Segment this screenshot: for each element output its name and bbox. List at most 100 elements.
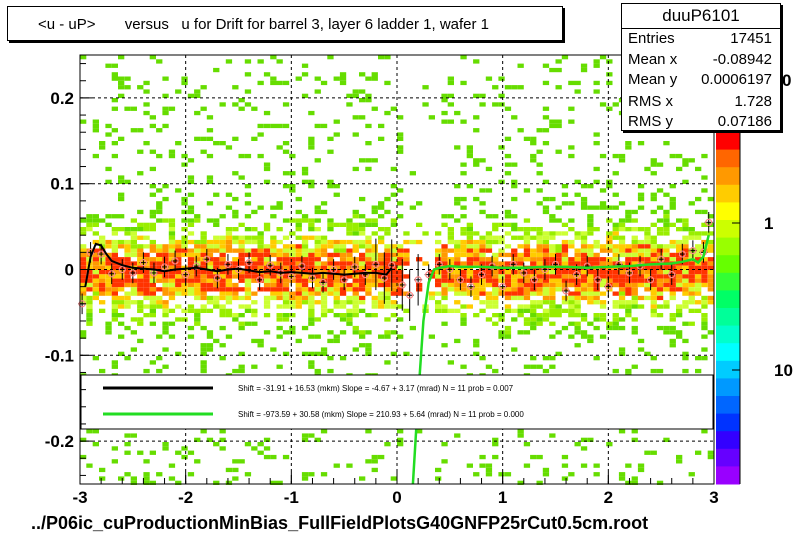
heatmap-cell	[511, 270, 518, 275]
heatmap-cell	[137, 244, 144, 249]
data-point	[398, 281, 406, 289]
heatmap-cell	[168, 231, 176, 236]
heatmap-cell	[156, 218, 163, 223]
heatmap-cell	[390, 291, 397, 296]
heatmap-cell	[219, 235, 226, 240]
heatmap-cell	[644, 239, 651, 245]
heatmap-cell	[542, 141, 550, 146]
heatmap-cell	[530, 158, 537, 163]
heatmap-cell	[206, 239, 214, 245]
heatmap-cell	[561, 244, 569, 249]
heatmap-cell	[130, 282, 137, 288]
heatmap-cell	[238, 98, 245, 103]
data-point	[520, 269, 528, 277]
heatmap-cell	[371, 72, 378, 77]
heatmap-cell	[574, 295, 581, 301]
heatmap-cell	[181, 153, 188, 159]
heatmap-cell	[111, 248, 118, 253]
heatmap-cell	[346, 463, 353, 468]
heatmap-cell	[143, 291, 150, 296]
heatmap-cell	[219, 270, 226, 275]
heatmap-cell	[530, 270, 537, 275]
stats-row-mean-x: Mean x -0.08942	[628, 50, 772, 70]
heatmap-cell	[599, 188, 607, 193]
heatmap-cell	[352, 313, 359, 318]
heatmap-cell	[137, 282, 144, 288]
heatmap-cell	[181, 239, 188, 245]
heatmap-cell	[536, 270, 543, 275]
heatmap-cell	[162, 313, 169, 318]
heatmap-cell	[219, 248, 226, 253]
heatmap-cell	[295, 218, 302, 223]
heatmap-cell	[308, 287, 315, 292]
heatmap-cell	[352, 265, 359, 270]
heatmap-cell	[213, 261, 220, 266]
heatmap-cell	[447, 93, 454, 98]
heatmap-cell	[206, 179, 214, 184]
heatmap-cell	[688, 235, 695, 240]
heatmap-cell	[669, 265, 676, 270]
heatmap-cell	[612, 270, 619, 275]
heatmap-cell	[257, 59, 264, 64]
heatmap-cell	[397, 136, 404, 141]
heatmap-cell	[492, 85, 499, 90]
heatmap-cell	[650, 287, 657, 292]
heatmap-cell	[656, 480, 664, 485]
heatmap-cell	[663, 218, 670, 223]
heatmap-cell	[130, 291, 137, 296]
heatmap-cell	[599, 244, 607, 249]
heatmap-cell	[149, 166, 156, 172]
heatmap-cell	[124, 76, 131, 81]
heatmap-cell	[397, 145, 404, 150]
heatmap-cell	[625, 270, 632, 275]
heatmap-cell	[663, 330, 670, 335]
heatmap-cell	[162, 123, 169, 129]
heatmap-cell	[308, 308, 315, 313]
heatmap-cell	[175, 287, 182, 292]
heatmap-cell	[320, 209, 328, 215]
heatmap-cell	[149, 123, 156, 129]
heatmap-cell	[612, 227, 619, 232]
heatmap-cell	[561, 201, 569, 206]
heatmap-cell	[618, 153, 626, 159]
heatmap-cell	[137, 270, 144, 275]
heatmap-cell	[99, 282, 106, 288]
heatmap-cell	[219, 141, 226, 146]
heatmap-cell	[631, 429, 638, 434]
heatmap-cell	[333, 300, 340, 305]
heatmap-cell	[289, 265, 296, 270]
heatmap-cell	[549, 278, 556, 283]
heatmap-cell	[86, 313, 93, 318]
heatmap-cell	[574, 261, 581, 266]
heatmap-cell	[599, 153, 607, 159]
heatmap-cell	[80, 218, 87, 223]
heatmap-cell	[194, 93, 201, 98]
heatmap-cell	[346, 227, 353, 232]
heatmap-cell	[301, 287, 309, 292]
data-point	[499, 283, 507, 291]
heatmap-cell	[149, 115, 156, 120]
heatmap-cell	[593, 80, 600, 86]
heatmap-cell	[447, 308, 454, 313]
heatmap-cell	[162, 184, 169, 189]
heatmap-cell	[181, 454, 188, 460]
heatmap-cell	[536, 313, 543, 318]
heatmap-cell	[492, 282, 499, 288]
heatmap-cell	[466, 153, 473, 159]
heatmap-cell	[561, 270, 569, 275]
heatmap-cell	[238, 252, 245, 258]
heatmap-cell	[314, 248, 321, 253]
heatmap-cell	[333, 334, 340, 339]
heatmap-cell	[124, 270, 131, 275]
heatmap-cell	[441, 257, 448, 262]
heatmap-cell	[232, 476, 239, 481]
heatmap-cell	[656, 368, 664, 374]
heatmap-cell	[695, 291, 702, 296]
heatmap-cell	[574, 442, 581, 447]
heatmap-cell	[118, 300, 125, 305]
heatmap-cell	[359, 295, 366, 301]
heatmap-cell	[238, 235, 245, 240]
heatmap-cell	[200, 429, 207, 434]
heatmap-cell	[111, 63, 118, 68]
heatmap-cell	[669, 295, 676, 301]
